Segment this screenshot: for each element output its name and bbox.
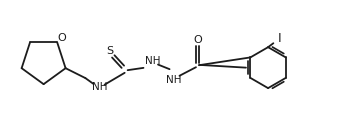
- Text: S: S: [106, 46, 114, 56]
- Text: NH: NH: [92, 82, 107, 92]
- Text: O: O: [193, 36, 202, 45]
- Text: NH: NH: [145, 56, 160, 66]
- Text: O: O: [57, 33, 66, 43]
- Text: NH: NH: [166, 75, 182, 85]
- Text: I: I: [278, 32, 282, 45]
